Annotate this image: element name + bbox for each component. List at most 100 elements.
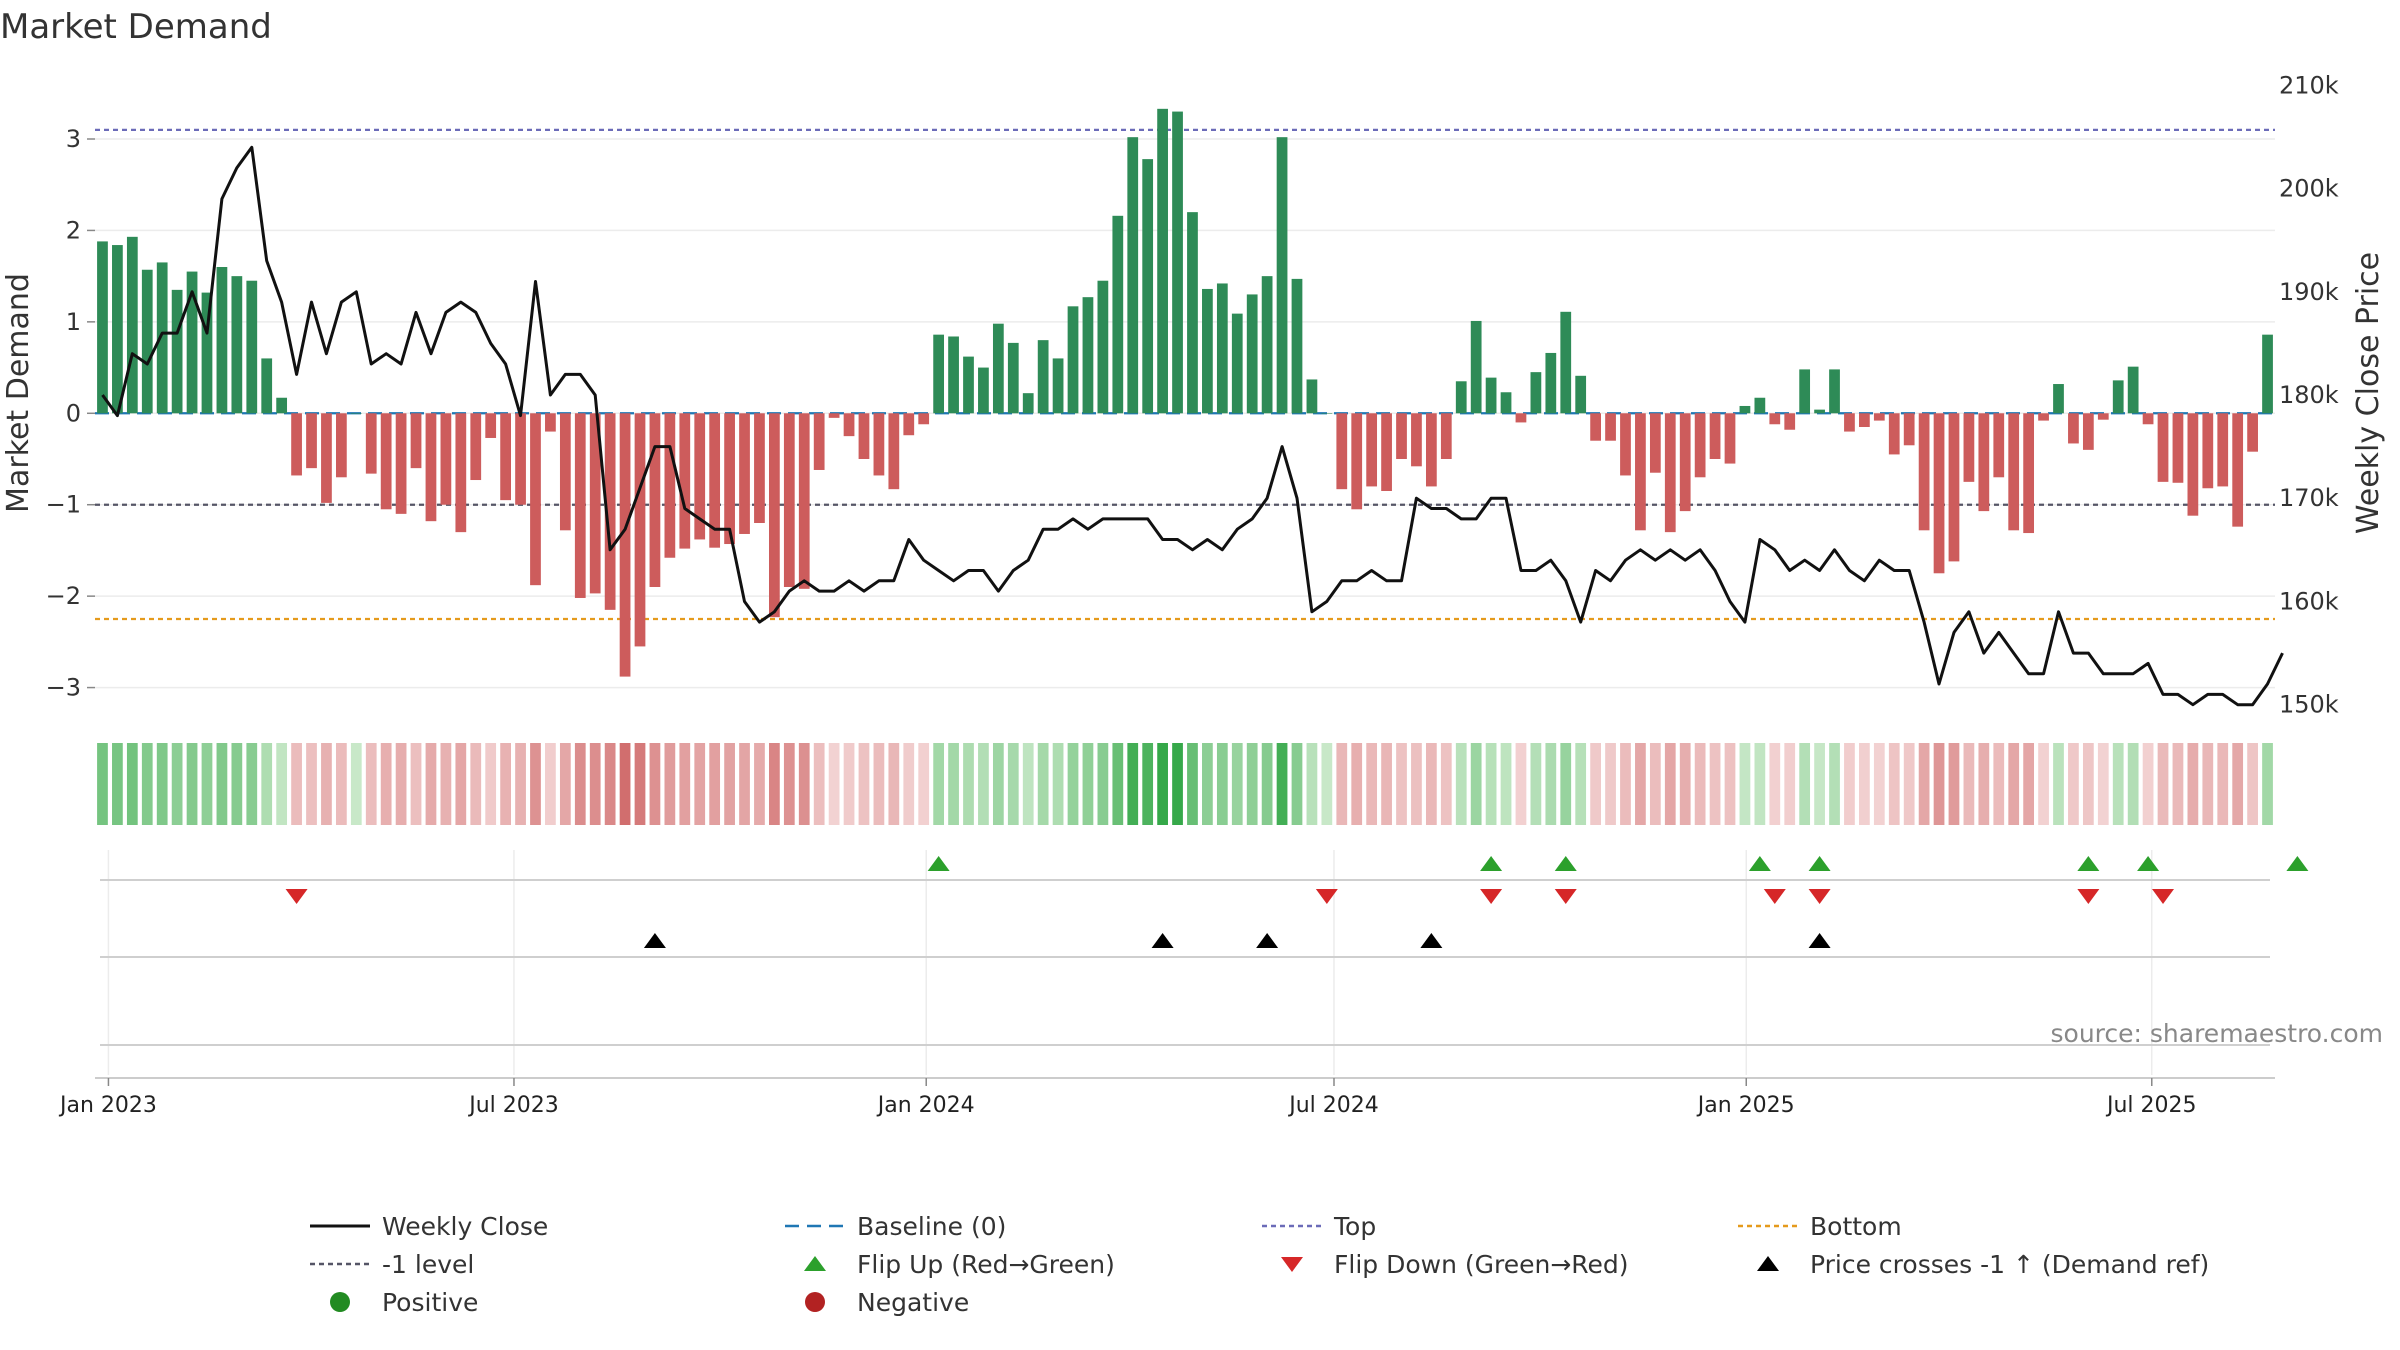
- demand-bar: [888, 413, 900, 490]
- heat-cell: [470, 743, 482, 825]
- heat-cell: [1739, 743, 1751, 825]
- demand-bar: [2232, 413, 2244, 527]
- heat-cell: [1500, 743, 1512, 825]
- heat-cell: [395, 743, 407, 825]
- demand-bar: [1366, 413, 1378, 487]
- heat-cell: [1291, 743, 1303, 825]
- demand-bar: [2008, 413, 2020, 531]
- left-tick-label: −3: [46, 674, 81, 702]
- demand-bar: [1993, 413, 2005, 478]
- weekly-close-line: [101, 145, 2284, 707]
- heat-cell: [350, 743, 362, 825]
- demand-bar: [2082, 413, 2094, 450]
- demand-bar: [783, 413, 795, 587]
- demand-bar: [2053, 384, 2064, 414]
- demand-bar: [1440, 413, 1452, 459]
- flip-down-marker: [1808, 889, 1831, 904]
- demand-bar: [470, 413, 482, 481]
- demand-bar: [1246, 294, 1258, 414]
- demand-bar: [2142, 413, 2154, 425]
- demand-bar: [1769, 413, 1781, 425]
- heat-cell: [141, 743, 153, 825]
- heat-cell: [858, 743, 870, 825]
- legend-swatch-positive: [330, 1292, 350, 1312]
- demand-bar: [1605, 413, 1616, 441]
- demand-bar: [530, 413, 541, 586]
- weekly-close-polyline: [101, 145, 2284, 707]
- x-tick-label: Jan 2023: [58, 1093, 157, 1118]
- right-tick-label: 150k: [2279, 691, 2339, 719]
- flip-up-marker: [1808, 856, 1831, 871]
- heat-cell: [545, 743, 556, 825]
- heat-cell: [1903, 743, 1915, 825]
- demand-bar: [1799, 369, 1811, 414]
- heat-cell: [1396, 743, 1407, 825]
- heat-cell: [1754, 743, 1766, 825]
- legend-label-flip-up: Flip Up (Red→Green): [857, 1250, 1115, 1279]
- heat-cell: [2112, 743, 2124, 825]
- heat-cell: [1664, 743, 1676, 825]
- legend-label-baseline: Baseline (0): [857, 1212, 1006, 1241]
- heat-cell: [440, 743, 452, 825]
- demand-bar: [1649, 413, 1661, 473]
- heat-cell: [156, 743, 168, 825]
- demand-bar: [1620, 413, 1631, 476]
- heat-cell: [500, 743, 511, 825]
- heat-cell: [2247, 743, 2258, 825]
- flip-down-marker: [1554, 889, 1577, 904]
- demand-bars: [97, 108, 2273, 677]
- flip-down-marker: [285, 889, 308, 904]
- demand-bar: [813, 413, 825, 470]
- demand-bar: [1470, 320, 1482, 414]
- heat-cell: [828, 743, 840, 825]
- heat-cell: [2187, 743, 2199, 825]
- heat-cell: [2038, 743, 2049, 825]
- demand-bar: [1948, 413, 1960, 562]
- demand-bar: [306, 413, 317, 469]
- price-cross-marker: [643, 933, 666, 948]
- heat-cell: [918, 743, 930, 825]
- right-tick-label: 160k: [2279, 587, 2339, 615]
- heat-cell: [246, 743, 258, 825]
- demand-bar: [380, 413, 392, 510]
- demand-bar: [485, 413, 497, 438]
- demand-bar: [1664, 413, 1676, 533]
- heat-cell: [1485, 743, 1497, 825]
- demand-bar: [1142, 159, 1154, 414]
- demand-bar: [1261, 276, 1273, 414]
- heat-cell: [604, 743, 616, 825]
- demand-bar: [2127, 366, 2139, 414]
- demand-heat-strip: [97, 743, 2273, 825]
- heat-cell: [201, 743, 213, 825]
- legend-label-flip-down: Flip Down (Green→Red): [1334, 1250, 1629, 1279]
- price-cross-marker: [1151, 933, 1174, 948]
- demand-bar: [1844, 413, 1855, 432]
- heat-cell: [1067, 743, 1079, 825]
- right-tick-label: 210k: [2279, 71, 2339, 99]
- demand-bar: [1097, 280, 1109, 414]
- heat-cell: [1709, 743, 1721, 825]
- demand-bar: [1694, 413, 1706, 478]
- demand-bar: [709, 413, 721, 548]
- demand-bar: [1888, 413, 1900, 455]
- demand-bar: [1351, 413, 1363, 510]
- heat-cell: [1411, 743, 1422, 825]
- demand-bar: [231, 276, 243, 414]
- heat-cell: [321, 743, 332, 825]
- heat-cell: [843, 743, 855, 825]
- demand-bar: [992, 323, 1004, 414]
- heat-cell: [306, 743, 317, 825]
- heat-cell: [216, 743, 228, 825]
- heat-cell: [1455, 743, 1467, 825]
- heat-cell: [574, 743, 586, 825]
- demand-bar: [365, 413, 377, 474]
- heat-cell: [410, 743, 422, 825]
- heat-cell: [694, 743, 706, 825]
- demand-bar: [1784, 413, 1796, 430]
- demand-bar: [2023, 413, 2035, 534]
- heat-cell: [1590, 743, 1601, 825]
- heat-cell: [724, 743, 735, 825]
- demand-bar: [634, 413, 646, 647]
- heat-cell: [2172, 743, 2184, 825]
- demand-bar: [604, 413, 616, 610]
